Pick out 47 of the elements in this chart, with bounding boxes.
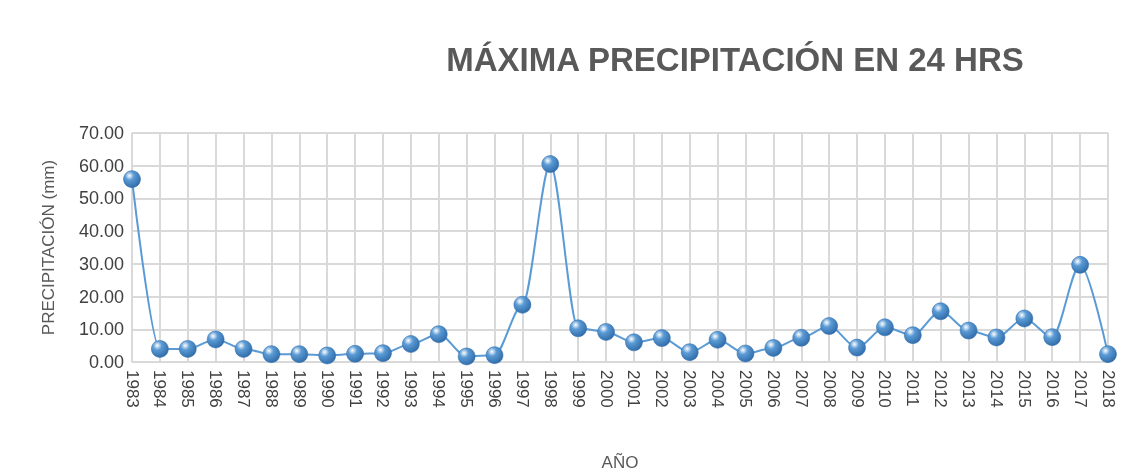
x-tick-label: 1984 bbox=[150, 370, 170, 408]
x-tick-label: 1999 bbox=[568, 370, 588, 408]
x-tick-label: 2016 bbox=[1042, 370, 1062, 408]
x-tick-label: 2017 bbox=[1070, 370, 1090, 408]
x-tick-label: 2010 bbox=[875, 370, 895, 408]
x-tick-label: 2015 bbox=[1014, 370, 1034, 408]
x-tick-label: 1988 bbox=[261, 370, 281, 408]
x-tick-label: 2013 bbox=[959, 370, 979, 408]
x-tick-label: 2014 bbox=[986, 370, 1006, 408]
x-tick-label: 1995 bbox=[457, 370, 477, 408]
y-tick-label: 30.00 bbox=[78, 253, 124, 274]
x-tick-label: 2011 bbox=[903, 370, 923, 407]
x-tick-label: 1993 bbox=[401, 370, 421, 408]
x-tick-label: 2000 bbox=[596, 370, 616, 408]
y-tick-label: 50.00 bbox=[78, 188, 124, 209]
x-axis-title: AÑO bbox=[601, 453, 639, 472]
x-tick-label: 2004 bbox=[708, 370, 728, 408]
x-tick-label: 1985 bbox=[178, 370, 198, 408]
y-tick-label: 70.00 bbox=[78, 123, 124, 143]
x-tick-label: 2018 bbox=[1098, 370, 1118, 408]
x-tick-label: 2002 bbox=[652, 370, 672, 408]
x-tick-label: 1996 bbox=[485, 370, 505, 408]
y-tick-label: 60.00 bbox=[78, 155, 124, 176]
y-axis-title: PRECIPITACIÓN (mm) bbox=[39, 159, 58, 336]
x-tick-label: 1989 bbox=[289, 370, 309, 408]
x-tick-label: 1998 bbox=[540, 370, 560, 408]
x-tick-label: 2007 bbox=[791, 370, 811, 408]
x-tick-label: 2003 bbox=[680, 370, 700, 408]
y-tick-label: 10.00 bbox=[78, 319, 124, 340]
x-tick-label: 1990 bbox=[317, 370, 337, 408]
x-tick-label: 1986 bbox=[206, 370, 226, 408]
chart-title: MÁXIMA PRECIPITACIÓN EN 24 HRS bbox=[446, 41, 1024, 78]
x-tick-label: 1987 bbox=[234, 370, 254, 408]
x-tick-label: 2012 bbox=[931, 370, 951, 408]
x-tick-label: 2006 bbox=[763, 370, 783, 408]
x-tick-label: 1994 bbox=[429, 370, 449, 408]
x-tick-label: 1997 bbox=[512, 370, 532, 408]
x-tick-label: 2008 bbox=[819, 370, 839, 408]
x-tick-label: 1983 bbox=[122, 370, 142, 408]
y-tick-label: 0.00 bbox=[88, 352, 124, 372]
x-tick-label: 2005 bbox=[735, 370, 755, 408]
x-tick-label: 1991 bbox=[345, 370, 365, 408]
y-tick-label: 40.00 bbox=[78, 221, 124, 242]
x-tick-label: 2001 bbox=[624, 370, 644, 408]
x-tick-label: 2009 bbox=[847, 370, 867, 408]
x-tick-label: 1992 bbox=[373, 370, 393, 408]
y-tick-label: 20.00 bbox=[78, 286, 124, 307]
